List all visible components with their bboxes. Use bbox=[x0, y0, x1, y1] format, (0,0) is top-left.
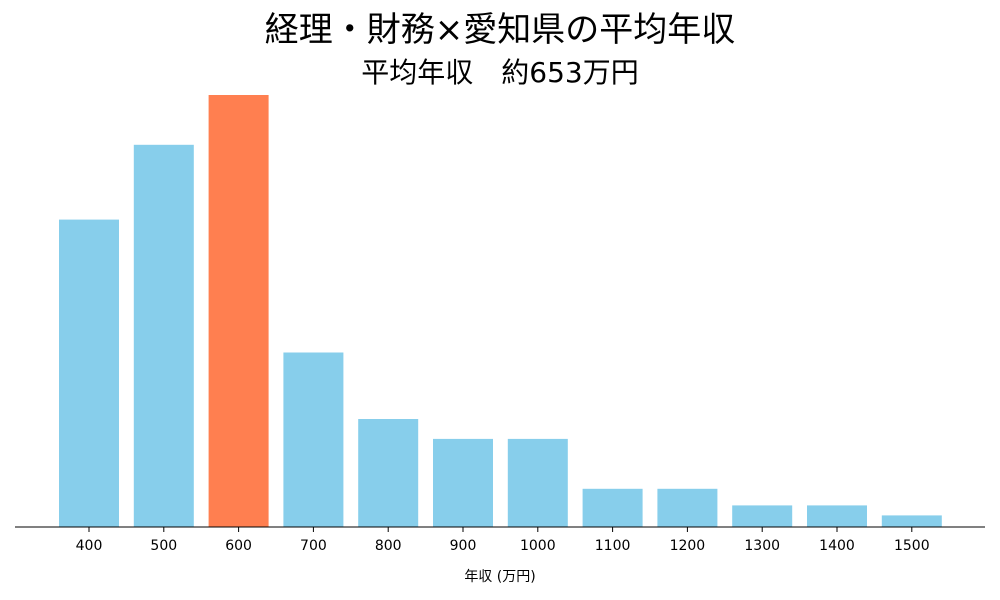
bar-400 bbox=[59, 219, 119, 527]
x-tick-label-900: 900 bbox=[450, 538, 477, 554]
x-tick-label-1200: 1200 bbox=[670, 538, 706, 554]
x-tick-label-1100: 1100 bbox=[595, 538, 631, 554]
x-tick-label-700: 700 bbox=[300, 538, 327, 554]
x-tick-label-1500: 1500 bbox=[894, 538, 930, 554]
x-tick-label-1300: 1300 bbox=[744, 538, 780, 554]
x-tick-label-1000: 1000 bbox=[520, 538, 556, 554]
bar-600 bbox=[208, 95, 269, 527]
bars-group bbox=[59, 95, 942, 528]
bar-1000 bbox=[507, 438, 568, 527]
x-axis-label: 年収 (万円) bbox=[464, 569, 535, 585]
bar-500 bbox=[133, 144, 194, 528]
x-ticks-group: 400 500 600 700 800 900 1000 1100 1200 1300 1400 15… bbox=[76, 527, 930, 554]
x-tick-label-1400: 1400 bbox=[819, 538, 855, 554]
bar-800 bbox=[358, 419, 419, 527]
bar-1100 bbox=[582, 488, 643, 527]
x-tick-label-400: 400 bbox=[76, 538, 103, 554]
bar-1200 bbox=[657, 488, 718, 527]
chart-subtitle: 平均年収 約653万円 bbox=[361, 56, 639, 89]
bar-1400 bbox=[807, 505, 867, 527]
bar-1300 bbox=[732, 505, 793, 527]
bar-700 bbox=[283, 352, 344, 527]
chart-title: 経理・財務×愛知県の平均年収 bbox=[264, 10, 736, 50]
x-tick-label-500: 500 bbox=[150, 538, 177, 554]
x-tick-label-800: 800 bbox=[375, 538, 402, 554]
x-tick-label-600: 600 bbox=[225, 538, 252, 554]
bar-1500 bbox=[881, 515, 942, 527]
bar-900 bbox=[433, 438, 493, 527]
